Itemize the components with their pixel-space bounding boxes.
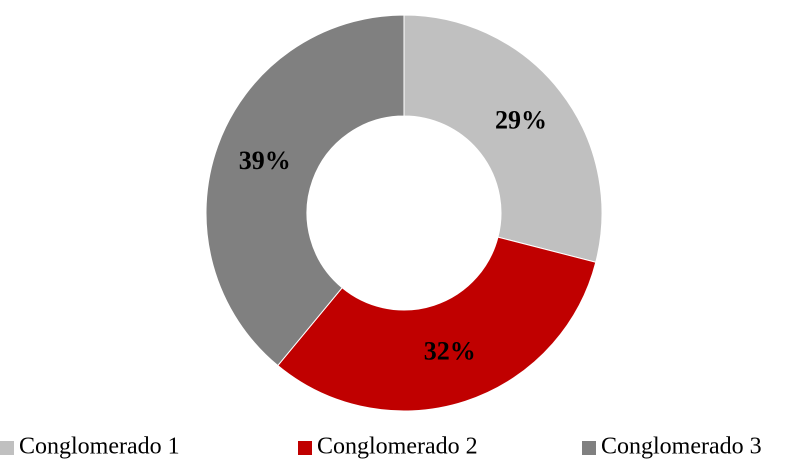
donut-slice [277,236,597,412]
data-label: 29% [495,105,547,134]
data-label: 32% [424,337,476,366]
legend-swatch [0,441,14,455]
legend-label: Conglomerado 3 [601,434,762,460]
data-label: 39% [239,146,291,175]
legend-swatch [582,441,596,455]
donut-slice [205,14,405,367]
legend-label: Conglomerado 1 [19,434,180,460]
donut-slice [403,14,603,263]
legend-label: Conglomerado 2 [317,434,478,460]
legend-swatch [298,441,312,455]
